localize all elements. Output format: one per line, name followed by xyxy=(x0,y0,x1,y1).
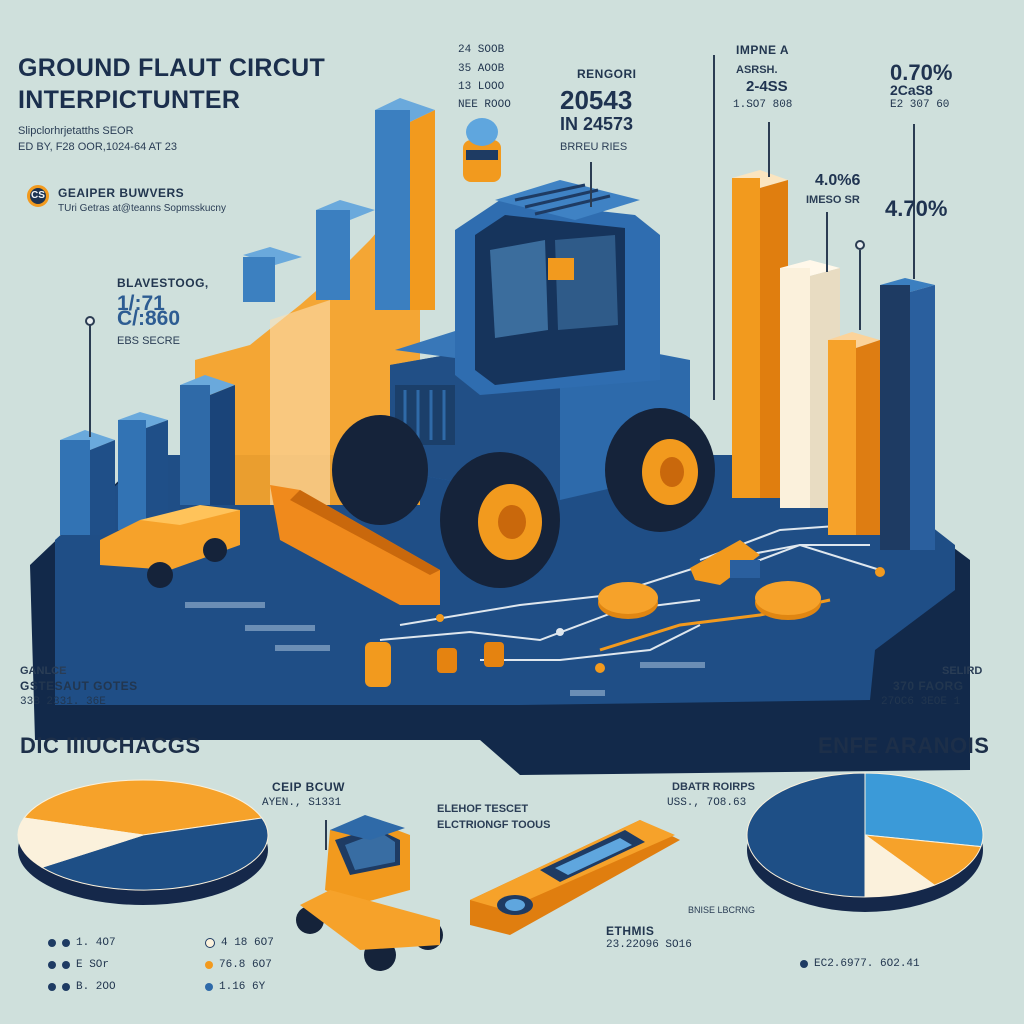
legend-item: 1.16 6Y xyxy=(219,981,266,993)
legend-swatch-icon xyxy=(205,983,213,991)
center-stat-value-1: 20543 xyxy=(560,85,633,115)
center-stat-label: RENGORI xyxy=(577,67,637,81)
left-leader-line xyxy=(89,322,91,437)
bgd-label: DBATR ROIRPS xyxy=(672,781,755,793)
legend-dot-icon xyxy=(62,961,70,969)
bgd-value: USS., 7O8.63 xyxy=(667,797,747,809)
legend-swatch-icon xyxy=(205,961,213,969)
legend-dot-icon xyxy=(48,983,56,991)
left-leader-dot xyxy=(85,316,95,326)
lower-right-caption: 27OC6 3EOE 1 xyxy=(881,696,961,708)
pie-slice-cream xyxy=(864,834,936,898)
top-col-item: NEE ROOO xyxy=(458,99,511,111)
mid-right-caption: IMESO SR xyxy=(806,194,860,206)
legend-left: 1. 4O7 E SOr B. 2OO xyxy=(48,932,116,998)
brand-badge-icon: CS xyxy=(27,185,49,207)
legend-swatch-icon xyxy=(205,938,215,948)
utility-vehicle xyxy=(270,180,715,605)
mid-right-leader-line xyxy=(826,212,828,272)
right-section-title: ENFE ARANOIS xyxy=(818,733,990,758)
pie-chart-left xyxy=(17,779,269,905)
left-stat-value-2: C/:860 xyxy=(117,307,181,330)
far-right-case: 2CaS8 xyxy=(890,82,933,98)
far-right-leader-line xyxy=(913,124,915,279)
mid-right-value: 4.0%6 xyxy=(815,172,861,189)
pie-slice-navy xyxy=(746,772,866,898)
pie-slice-cream xyxy=(17,817,144,868)
mid-right-percent: 4.70% xyxy=(885,196,948,221)
left-stat-label: BLAVESTOOG, xyxy=(117,276,209,290)
ethmis-value: 23.22O96 SO16 xyxy=(606,939,692,951)
title-line-1: GROUND FLAUT CIRCUT xyxy=(18,54,326,82)
left-stat-value-1: 1/:71 xyxy=(117,292,165,315)
pie-slice-orange xyxy=(23,779,263,836)
center-stat-caption: BRREU RIES xyxy=(560,141,628,153)
subtitle-line-1: Slipclorhrjetatths SEOR xyxy=(18,125,134,137)
brand-tagline: TUri Getras at@teanns Sopmsskucny xyxy=(58,203,226,214)
ceip-label: CEIP BCUW xyxy=(272,780,345,794)
top-col-item: 35 AOOB xyxy=(458,63,505,75)
right-stat-value: 2-4SS xyxy=(746,78,788,95)
brand-name: GEAIPER BUWVERS xyxy=(58,186,185,200)
legend-mid: 4 18 6O7 76.8 6O7 1.16 6Y xyxy=(205,932,274,998)
pie-slice-navy xyxy=(40,817,269,891)
pie-chart-right xyxy=(746,772,984,912)
lower-left-label-2: GSTESAUT GOTES xyxy=(20,679,138,693)
legend-item: 76.8 6O7 xyxy=(219,959,272,971)
pie-slice-light-blue xyxy=(864,772,984,848)
ceip-leader-line xyxy=(325,820,327,850)
legend-dot-icon xyxy=(62,939,70,947)
lower-right-label: SELIRD xyxy=(942,665,983,677)
legend-item: 4 18 6O7 xyxy=(221,937,274,949)
right-stat-label-2: ASRSH. xyxy=(736,64,778,76)
legend-dot-icon xyxy=(48,939,56,947)
tiny-label: BNISE LBCRNG xyxy=(688,905,756,915)
mid-right-leader-line-2 xyxy=(859,250,861,330)
lower-right-value: 370 FAORG xyxy=(893,679,964,693)
title-line-2: INTERPICTUNTER xyxy=(18,86,241,114)
right-stat-caption: 1.SO7 808 xyxy=(733,99,793,111)
mid-right-leader-dot xyxy=(855,240,865,250)
platform-objects xyxy=(100,118,821,687)
legend-dot-icon xyxy=(48,961,56,969)
legend-dot-icon xyxy=(62,983,70,991)
legend-dot-icon xyxy=(800,960,808,968)
left-section-title: DIC IIIUCHACGS xyxy=(20,733,201,758)
lower-left-label-1: GANLCE xyxy=(20,665,67,677)
mini-vehicle xyxy=(296,815,443,971)
legend-item: B. 2OO xyxy=(76,981,116,993)
top-col-item: 13 LOOO xyxy=(458,81,505,93)
right-footnote: EC2.6977. 6O2.41 xyxy=(800,953,920,975)
top-col-item: 24 SOOB xyxy=(458,44,505,56)
ceip-value: AYEN., S1331 xyxy=(262,797,342,809)
tools-label-1: ELEHOF TESCET xyxy=(437,803,529,815)
far-right-percent: 0.70% xyxy=(890,60,953,85)
right-footnote-text: EC2.6977. 6O2.41 xyxy=(814,958,920,970)
ethmis-label: ETHMIS xyxy=(606,924,655,938)
legend-item: E SOr xyxy=(76,959,110,971)
subtitle-line-2: ED BY, F28 OOR,1024-64 AT 23 xyxy=(18,141,177,153)
tools-label-2: ELCTRIONGF TOOUS xyxy=(437,819,551,831)
far-right-caption: E2 307 60 xyxy=(890,99,950,111)
right-stat-label-1: IMPNE A xyxy=(736,43,790,57)
right-leader-line xyxy=(768,122,770,177)
right-bracket-line xyxy=(713,55,715,400)
center-stat-value-2: IN 24573 xyxy=(560,114,634,134)
left-stat-caption: EBS SECRE xyxy=(117,335,180,347)
legend-item: 1. 4O7 xyxy=(76,937,116,949)
right-bar-cluster xyxy=(732,170,935,550)
pie-slice-orange xyxy=(863,834,982,886)
center-leader-line xyxy=(590,162,592,207)
electronic-tool xyxy=(470,820,680,935)
lower-left-value: 33B 2331. 36E xyxy=(20,696,106,708)
